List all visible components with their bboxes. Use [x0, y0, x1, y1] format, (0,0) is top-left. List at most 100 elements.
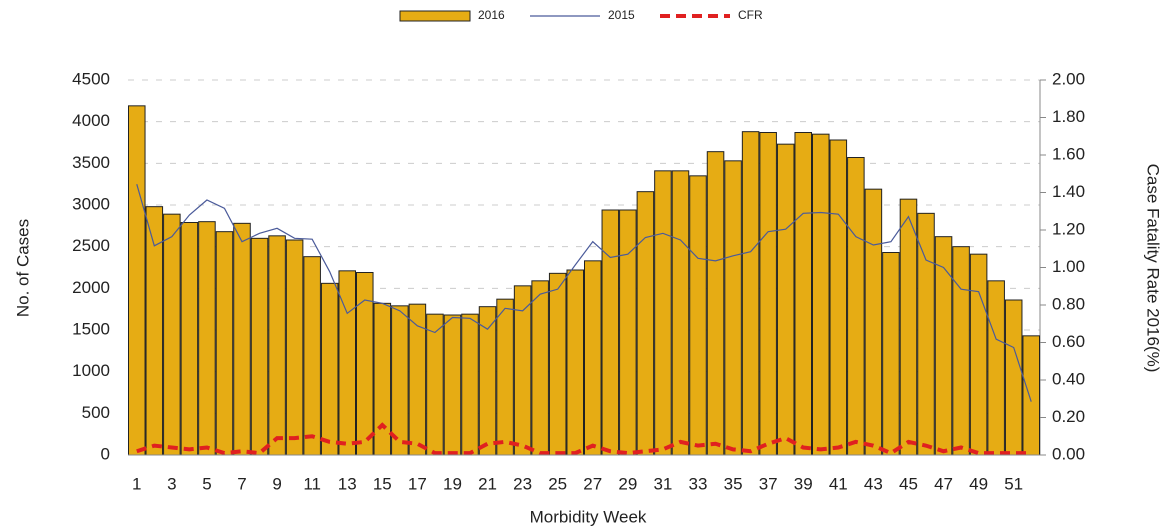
x-tick-label: 43 — [864, 474, 883, 493]
bar — [882, 252, 900, 456]
x-tick-label: 15 — [373, 474, 392, 493]
x-tick-label: 5 — [202, 474, 211, 493]
x-tick-label: 47 — [934, 474, 953, 493]
bar — [654, 170, 672, 456]
y2-tick-label: 0.60 — [1052, 332, 1085, 351]
bar — [899, 198, 918, 456]
bar — [987, 280, 1005, 456]
bar — [584, 260, 602, 456]
y-tick-label: 1000 — [72, 361, 110, 380]
bar — [198, 221, 216, 456]
y2-tick-label: 1.20 — [1052, 219, 1085, 238]
x-tick-label: 35 — [724, 474, 743, 493]
x-tick-label: 11 — [303, 474, 321, 493]
y2-tick-label: 0.40 — [1052, 369, 1085, 388]
bar — [601, 209, 620, 456]
bar — [776, 143, 795, 456]
bar — [706, 151, 725, 456]
legend-swatch — [399, 10, 471, 22]
y2-axis-title: Case Fatality Rate 2016(%) — [1144, 164, 1163, 373]
bar — [934, 236, 953, 456]
x-tick-label: 31 — [653, 474, 672, 493]
bar — [566, 269, 585, 456]
x-tick-label: 49 — [969, 474, 988, 493]
bar — [180, 222, 199, 456]
bar — [128, 105, 146, 456]
bar — [548, 272, 567, 456]
x-tick-label: 51 — [1004, 474, 1023, 493]
bar — [373, 302, 392, 456]
bar — [864, 188, 883, 456]
x-tick-label: 41 — [829, 474, 848, 493]
bar — [969, 253, 988, 456]
bar — [794, 132, 813, 456]
bar — [847, 157, 865, 456]
bar — [443, 314, 462, 456]
y2-tick-label: 0.20 — [1052, 407, 1085, 426]
bar — [759, 132, 777, 456]
y-tick-label: 4500 — [72, 69, 110, 88]
x-tick-label: 9 — [272, 474, 281, 493]
y-tick-label: 0 — [101, 444, 110, 463]
y-tick-label: 500 — [82, 403, 110, 422]
bar — [689, 175, 707, 456]
bar — [636, 191, 655, 456]
y-tick-label: 2000 — [72, 278, 110, 297]
x-tick-label: 23 — [513, 474, 532, 493]
x-tick-label: 13 — [338, 474, 357, 493]
bar — [303, 256, 321, 456]
bar — [829, 139, 848, 456]
y-tick-label: 1500 — [72, 319, 110, 338]
bar — [426, 313, 444, 456]
legend-label: CFR — [738, 8, 763, 22]
bar — [496, 298, 514, 456]
x-tick-label: 45 — [899, 474, 918, 493]
line — [136, 422, 1032, 456]
bar — [391, 305, 409, 456]
x-tick-label: 39 — [794, 474, 813, 493]
y-tick-label: 3500 — [72, 153, 110, 172]
legend-label: 2015 — [608, 8, 635, 22]
x-tick-label: 21 — [478, 474, 497, 493]
bar — [1022, 335, 1041, 456]
line — [136, 184, 1032, 402]
x-tick-label: 17 — [408, 474, 427, 493]
bar — [531, 280, 549, 456]
bar — [461, 313, 479, 456]
bar — [268, 235, 286, 456]
bar — [250, 237, 269, 456]
x-axis-title: Morbidity Week — [530, 507, 647, 526]
y-tick-label: 3000 — [72, 194, 110, 213]
bar — [812, 133, 830, 456]
y-tick-label: 4000 — [72, 111, 110, 130]
bar — [619, 209, 637, 456]
y2-tick-label: 0.80 — [1052, 294, 1085, 313]
y2-tick-label: 0.00 — [1052, 444, 1085, 463]
bar — [1004, 299, 1023, 456]
y2-tick-label: 2.00 — [1052, 69, 1085, 88]
x-tick-label: 27 — [583, 474, 602, 493]
bar — [671, 170, 690, 456]
bar — [163, 213, 181, 456]
bar — [724, 160, 742, 456]
y2-tick-label: 1.00 — [1052, 257, 1085, 276]
bar — [952, 246, 970, 456]
bar — [408, 303, 427, 456]
x-tick-label: 19 — [443, 474, 462, 493]
x-tick-label: 29 — [618, 474, 637, 493]
bar — [285, 239, 304, 456]
bar — [233, 222, 251, 456]
legend-label: 2016 — [478, 8, 505, 22]
y-axis-title: No. of Cases — [13, 219, 32, 317]
y2-tick-label: 1.60 — [1052, 144, 1085, 163]
bar — [917, 212, 935, 456]
x-tick-label: 37 — [759, 474, 778, 493]
y-tick-label: 2500 — [72, 236, 110, 255]
x-tick-label: 25 — [548, 474, 567, 493]
x-tick-label: 3 — [167, 474, 176, 493]
bar — [215, 231, 234, 456]
bar — [741, 131, 760, 456]
x-tick-label: 33 — [689, 474, 708, 493]
bar — [320, 282, 339, 456]
x-tick-label: 1 — [132, 474, 141, 493]
